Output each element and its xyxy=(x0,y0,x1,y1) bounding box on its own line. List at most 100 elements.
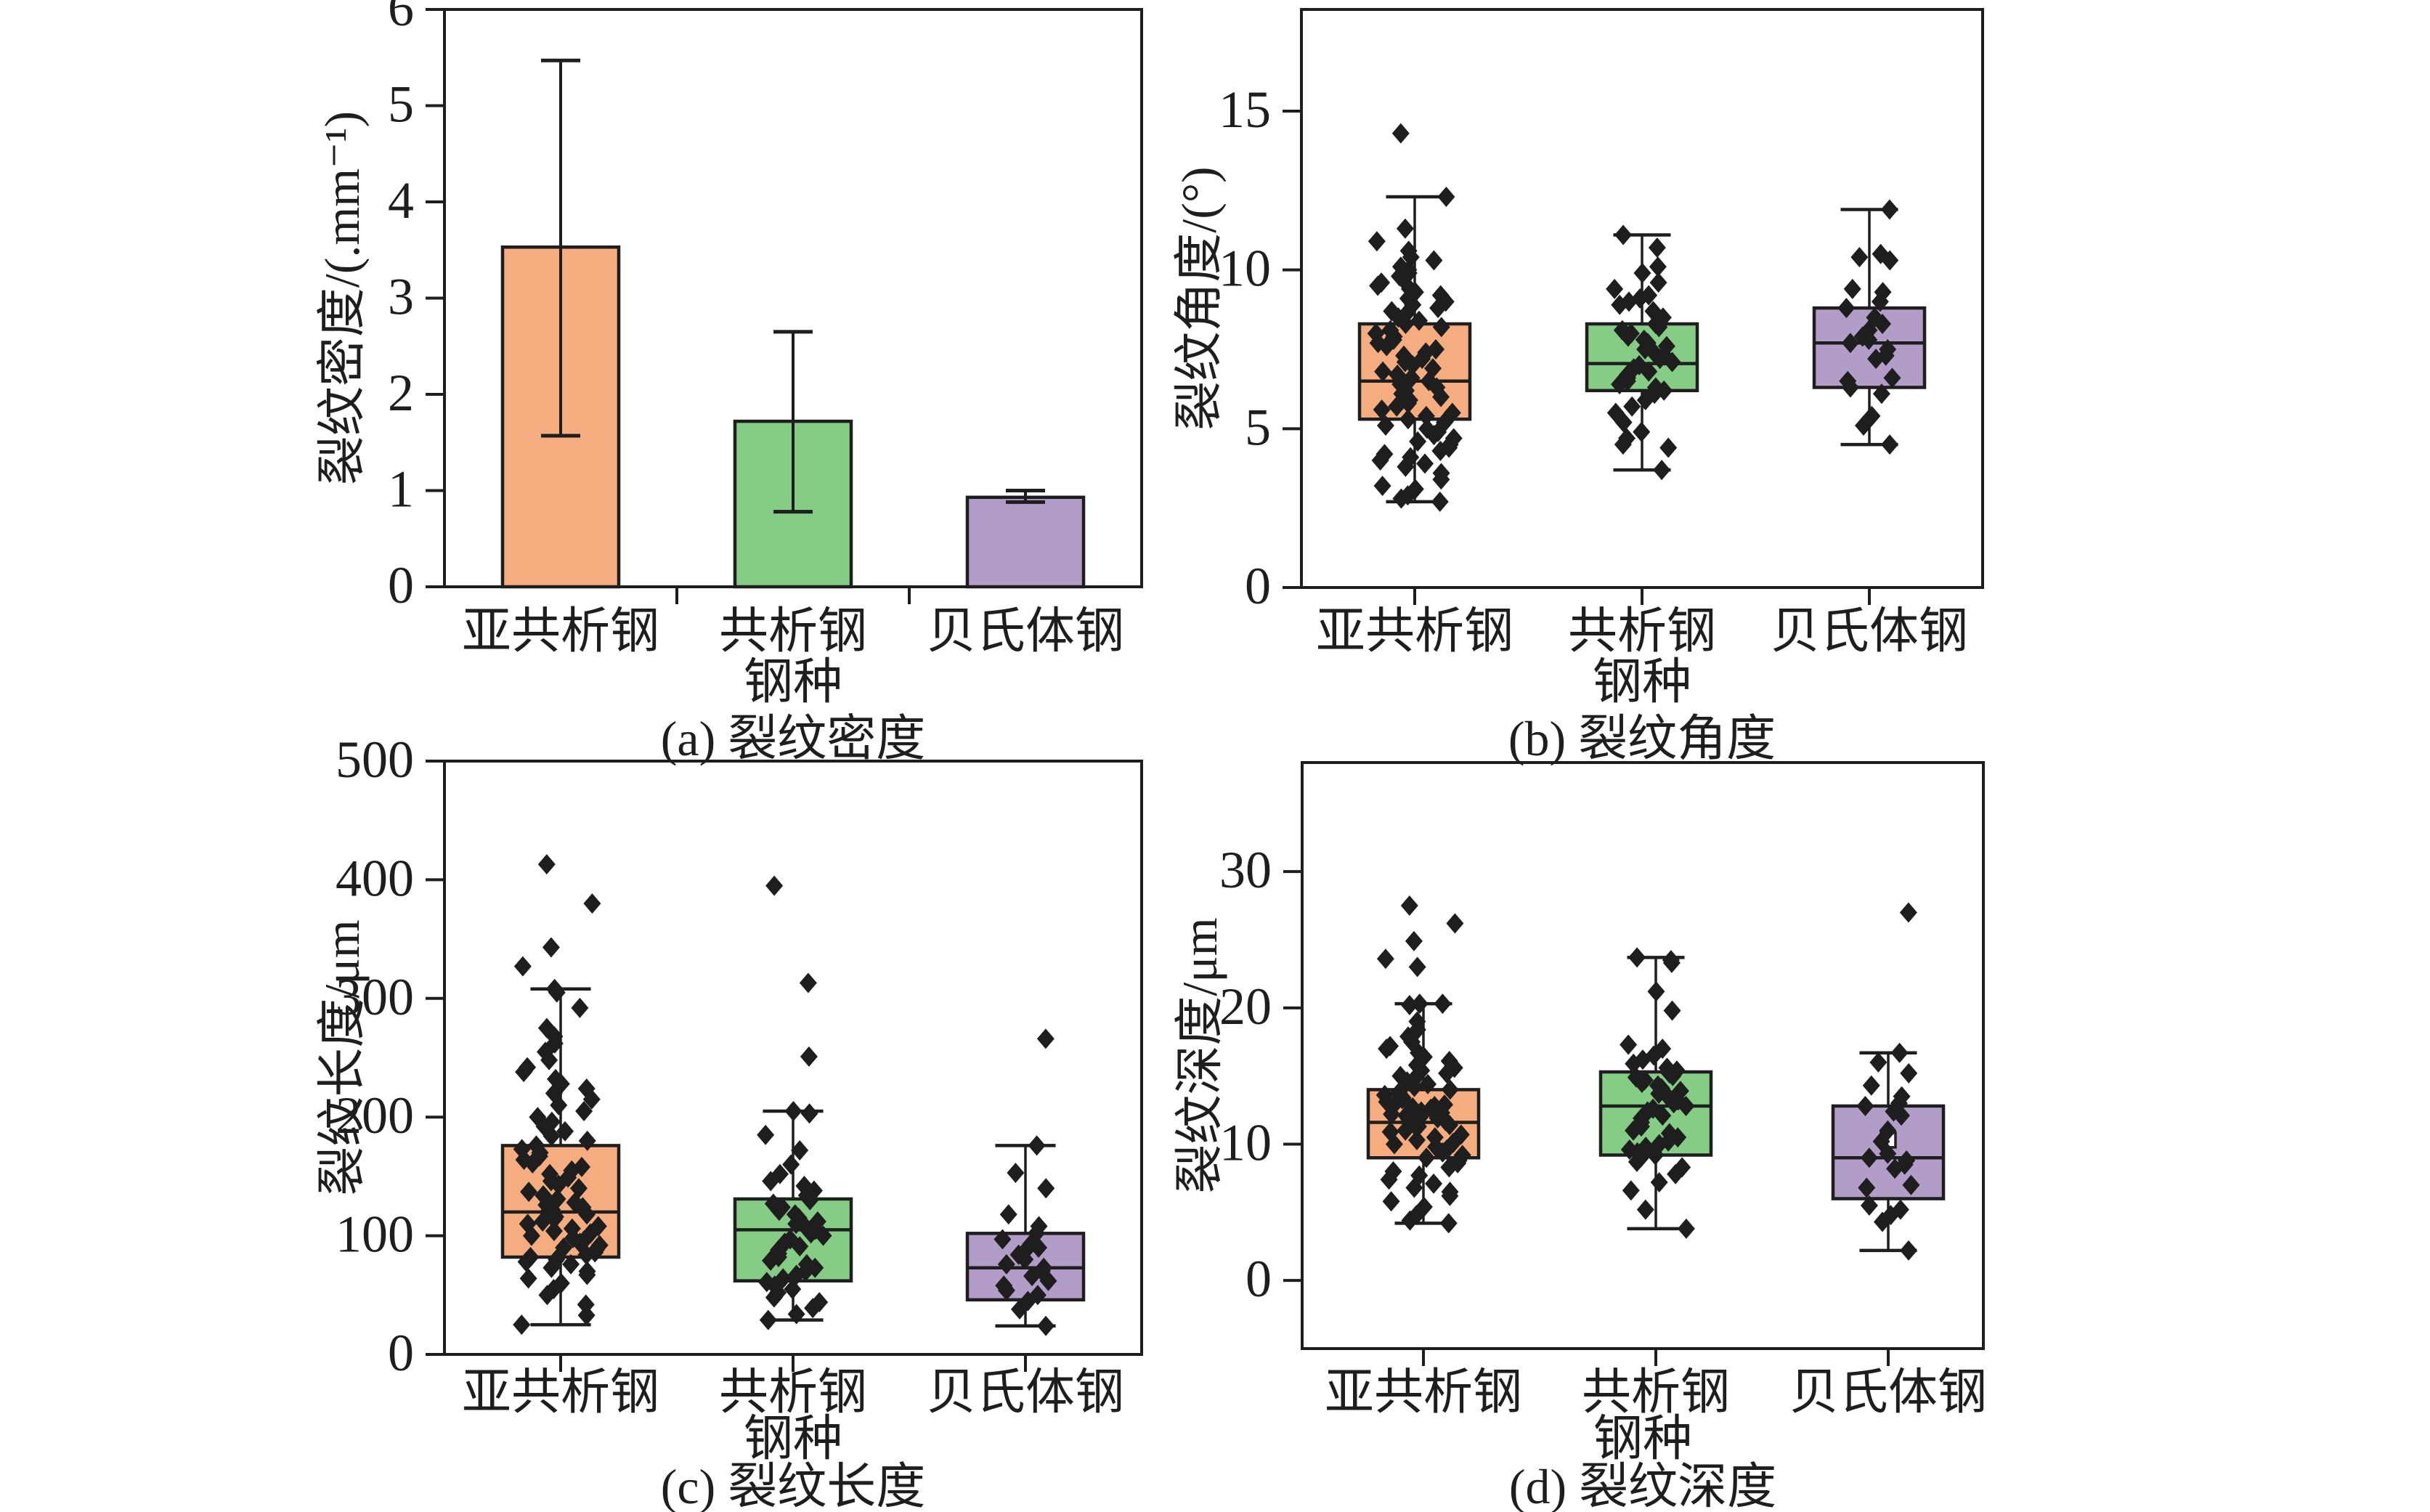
scatter-point xyxy=(1659,437,1678,458)
scatter-point xyxy=(1648,237,1666,259)
scatter-point xyxy=(562,1253,580,1275)
scatter-point xyxy=(519,1268,537,1289)
scatter-point xyxy=(550,1094,568,1115)
scatter-point xyxy=(1419,1073,1437,1094)
panel-c-category-label: 贝氏体钢 xyxy=(927,1365,1124,1420)
scatter-point xyxy=(1438,1062,1456,1084)
scatter-point xyxy=(582,1089,601,1110)
panel-a-xaxis-title: 钢种 xyxy=(744,654,842,710)
panel-b-ytick-label: 0 xyxy=(1245,557,1271,615)
scatter-point xyxy=(1663,351,1681,373)
scatter-point xyxy=(1646,1145,1665,1166)
scatter-point xyxy=(1376,415,1394,436)
scatter-point xyxy=(1405,930,1423,951)
scatter-point xyxy=(1647,981,1665,1002)
panel-d-category-label: 共析钢 xyxy=(1582,1365,1730,1420)
scatter-point xyxy=(1397,313,1415,334)
panel-c-ytick-label: 400 xyxy=(336,849,414,907)
scatter-point xyxy=(1862,1075,1880,1096)
scatter-point xyxy=(1872,383,1890,405)
scatter-point xyxy=(1023,1266,1041,1287)
bar-贝氏体钢 xyxy=(965,495,1086,589)
scatter-point xyxy=(1650,317,1668,338)
scatter-point xyxy=(577,1305,596,1326)
scatter-point xyxy=(549,1174,567,1195)
panel-a-ytick-label: 5 xyxy=(388,76,414,134)
scatter-point xyxy=(1397,456,1415,477)
panel-b-category-label: 贝氏体钢 xyxy=(1771,603,1968,659)
scatter-point xyxy=(1425,250,1443,271)
scatter-point xyxy=(1636,1199,1654,1220)
scatter-point xyxy=(1890,1042,1909,1063)
scatter-point xyxy=(1432,317,1450,338)
scatter-point xyxy=(1856,1095,1874,1116)
scatter-point xyxy=(802,1223,820,1244)
scatter-point xyxy=(1429,298,1447,319)
scatter-point xyxy=(1886,1158,1904,1179)
panel-a-ytick-label: 4 xyxy=(388,171,414,229)
panel-c-ytick-label: 100 xyxy=(336,1206,414,1264)
scatter-point xyxy=(791,1139,809,1161)
scatter-point xyxy=(1653,460,1671,481)
scatter-point xyxy=(1841,377,1859,398)
scatter-point xyxy=(800,1046,818,1067)
scatter-point xyxy=(1902,1174,1920,1195)
scatter-point xyxy=(1431,491,1449,512)
scatter-point xyxy=(545,1208,564,1229)
scatter-point xyxy=(814,1225,832,1246)
scatter-point xyxy=(801,1190,819,1211)
scatter-point xyxy=(1628,1151,1646,1172)
scatter-point xyxy=(1441,1115,1459,1136)
scatter-point xyxy=(517,1251,535,1272)
scatter-point xyxy=(1883,367,1901,389)
scatter-point xyxy=(993,1229,1012,1250)
scatter-point xyxy=(1039,1270,1057,1291)
panel-b-ytick-label: 15 xyxy=(1219,81,1271,139)
panel-a-caption: (a) 裂纹密度 xyxy=(661,711,925,766)
scatter-point xyxy=(1405,1177,1423,1198)
scatter-point xyxy=(1640,361,1658,382)
scatter-point xyxy=(1407,1129,1426,1150)
scatter-point xyxy=(1036,1028,1055,1049)
scatter-point xyxy=(1633,421,1651,442)
scatter-point xyxy=(759,1309,777,1330)
scatter-point xyxy=(1874,313,1892,334)
scatter-point xyxy=(1400,995,1418,1016)
scatter-point xyxy=(538,1285,556,1306)
scatter-point xyxy=(765,875,784,896)
scatter-point xyxy=(1410,310,1429,331)
scatter-point xyxy=(1665,1093,1683,1114)
scatter-point xyxy=(1869,1052,1887,1073)
scatter-point xyxy=(762,1171,780,1192)
scatter-point xyxy=(1625,1053,1643,1074)
scatter-point xyxy=(1623,396,1641,417)
scatter-point xyxy=(1611,294,1629,315)
scatter-point xyxy=(577,1244,596,1265)
scatter-point xyxy=(1611,374,1629,395)
scatter-point xyxy=(1373,476,1391,497)
scatter-point xyxy=(1858,1177,1876,1198)
scatter-point xyxy=(575,1101,593,1122)
scatter-point xyxy=(515,1062,533,1083)
scatter-point xyxy=(762,1250,780,1271)
scatter-point xyxy=(1030,1237,1048,1258)
scatter-point xyxy=(1900,1062,1918,1084)
scatter-point xyxy=(999,1204,1017,1225)
scatter-point xyxy=(1007,1162,1025,1183)
panel-c-yaxis-title: 裂纹长度/μm xyxy=(314,919,370,1195)
scatter-point xyxy=(1633,263,1651,284)
scatter-point xyxy=(1441,1185,1459,1206)
panel-c-xaxis-title: 钢种 xyxy=(744,1411,842,1466)
scatter-point xyxy=(1399,393,1418,414)
scatter-point xyxy=(540,1049,558,1070)
scatter-point xyxy=(997,1253,1015,1275)
scatter-point xyxy=(1376,948,1394,970)
panel-a-category-label: 贝氏体钢 xyxy=(927,603,1124,659)
panel-a-yaxis-title: 裂纹密度/(.mm⁻¹) xyxy=(314,111,370,485)
scatter-point xyxy=(765,1287,783,1308)
scatter-point xyxy=(804,1298,822,1319)
scatter-point xyxy=(548,982,566,1003)
scatter-point xyxy=(791,1236,809,1257)
panel-c-ytick-label: 0 xyxy=(388,1324,414,1382)
panel-d-yaxis-title: 裂纹深度/μm xyxy=(1172,917,1227,1193)
